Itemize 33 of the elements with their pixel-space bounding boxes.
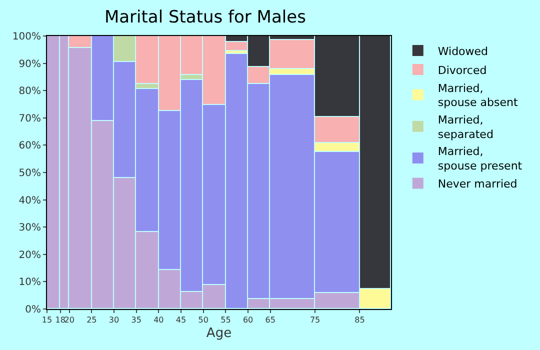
y-tick-label: 70% [18, 113, 41, 124]
y-tick-label: 10% [18, 277, 41, 288]
x-tick-label: 50 [198, 316, 208, 325]
legend-label: Married, separated [438, 114, 494, 141]
legend-label: Never married [438, 178, 518, 191]
x-tick-label: 60 [242, 316, 254, 325]
y-tick-label: 40% [18, 195, 41, 206]
x-tick-label: 55 [220, 316, 231, 325]
y-tick-label: 30% [18, 222, 41, 234]
y-tick-label: 80% [18, 86, 41, 98]
x-tick-label: 30 [108, 316, 120, 325]
x-tick-label: 45 [176, 316, 186, 325]
y-tick-label: 100% [12, 32, 41, 42]
x-tick-label: 85 [354, 316, 365, 325]
chart-title: Marital Status for Males [104, 7, 306, 28]
y-tick-label: 0% [25, 304, 41, 316]
x-tick-label: 40 [154, 316, 164, 325]
x-tick-label: 75 [310, 316, 320, 325]
y-tick-label: 50% [18, 168, 41, 179]
legend-label: Widowed [438, 44, 488, 58]
x-tick-label: 35 [131, 316, 142, 325]
y-tick-label: 20% [18, 250, 41, 261]
y-tick-label: 90% [18, 58, 41, 70]
x-tick-label: 18 [55, 316, 66, 325]
legend-label: Married, spouse absent [438, 82, 518, 110]
x-tick-label: 25 [86, 316, 97, 325]
y-tick-label: 60% [18, 140, 41, 152]
x-axis-title: Age [206, 326, 232, 342]
x-tick-label: 65 [265, 316, 276, 325]
legend-label: Married, spouse present [438, 145, 523, 172]
legend-label: Divorced [438, 64, 487, 77]
x-tick-label: 20 [64, 316, 74, 325]
x-tick-label: 15 [42, 316, 52, 325]
